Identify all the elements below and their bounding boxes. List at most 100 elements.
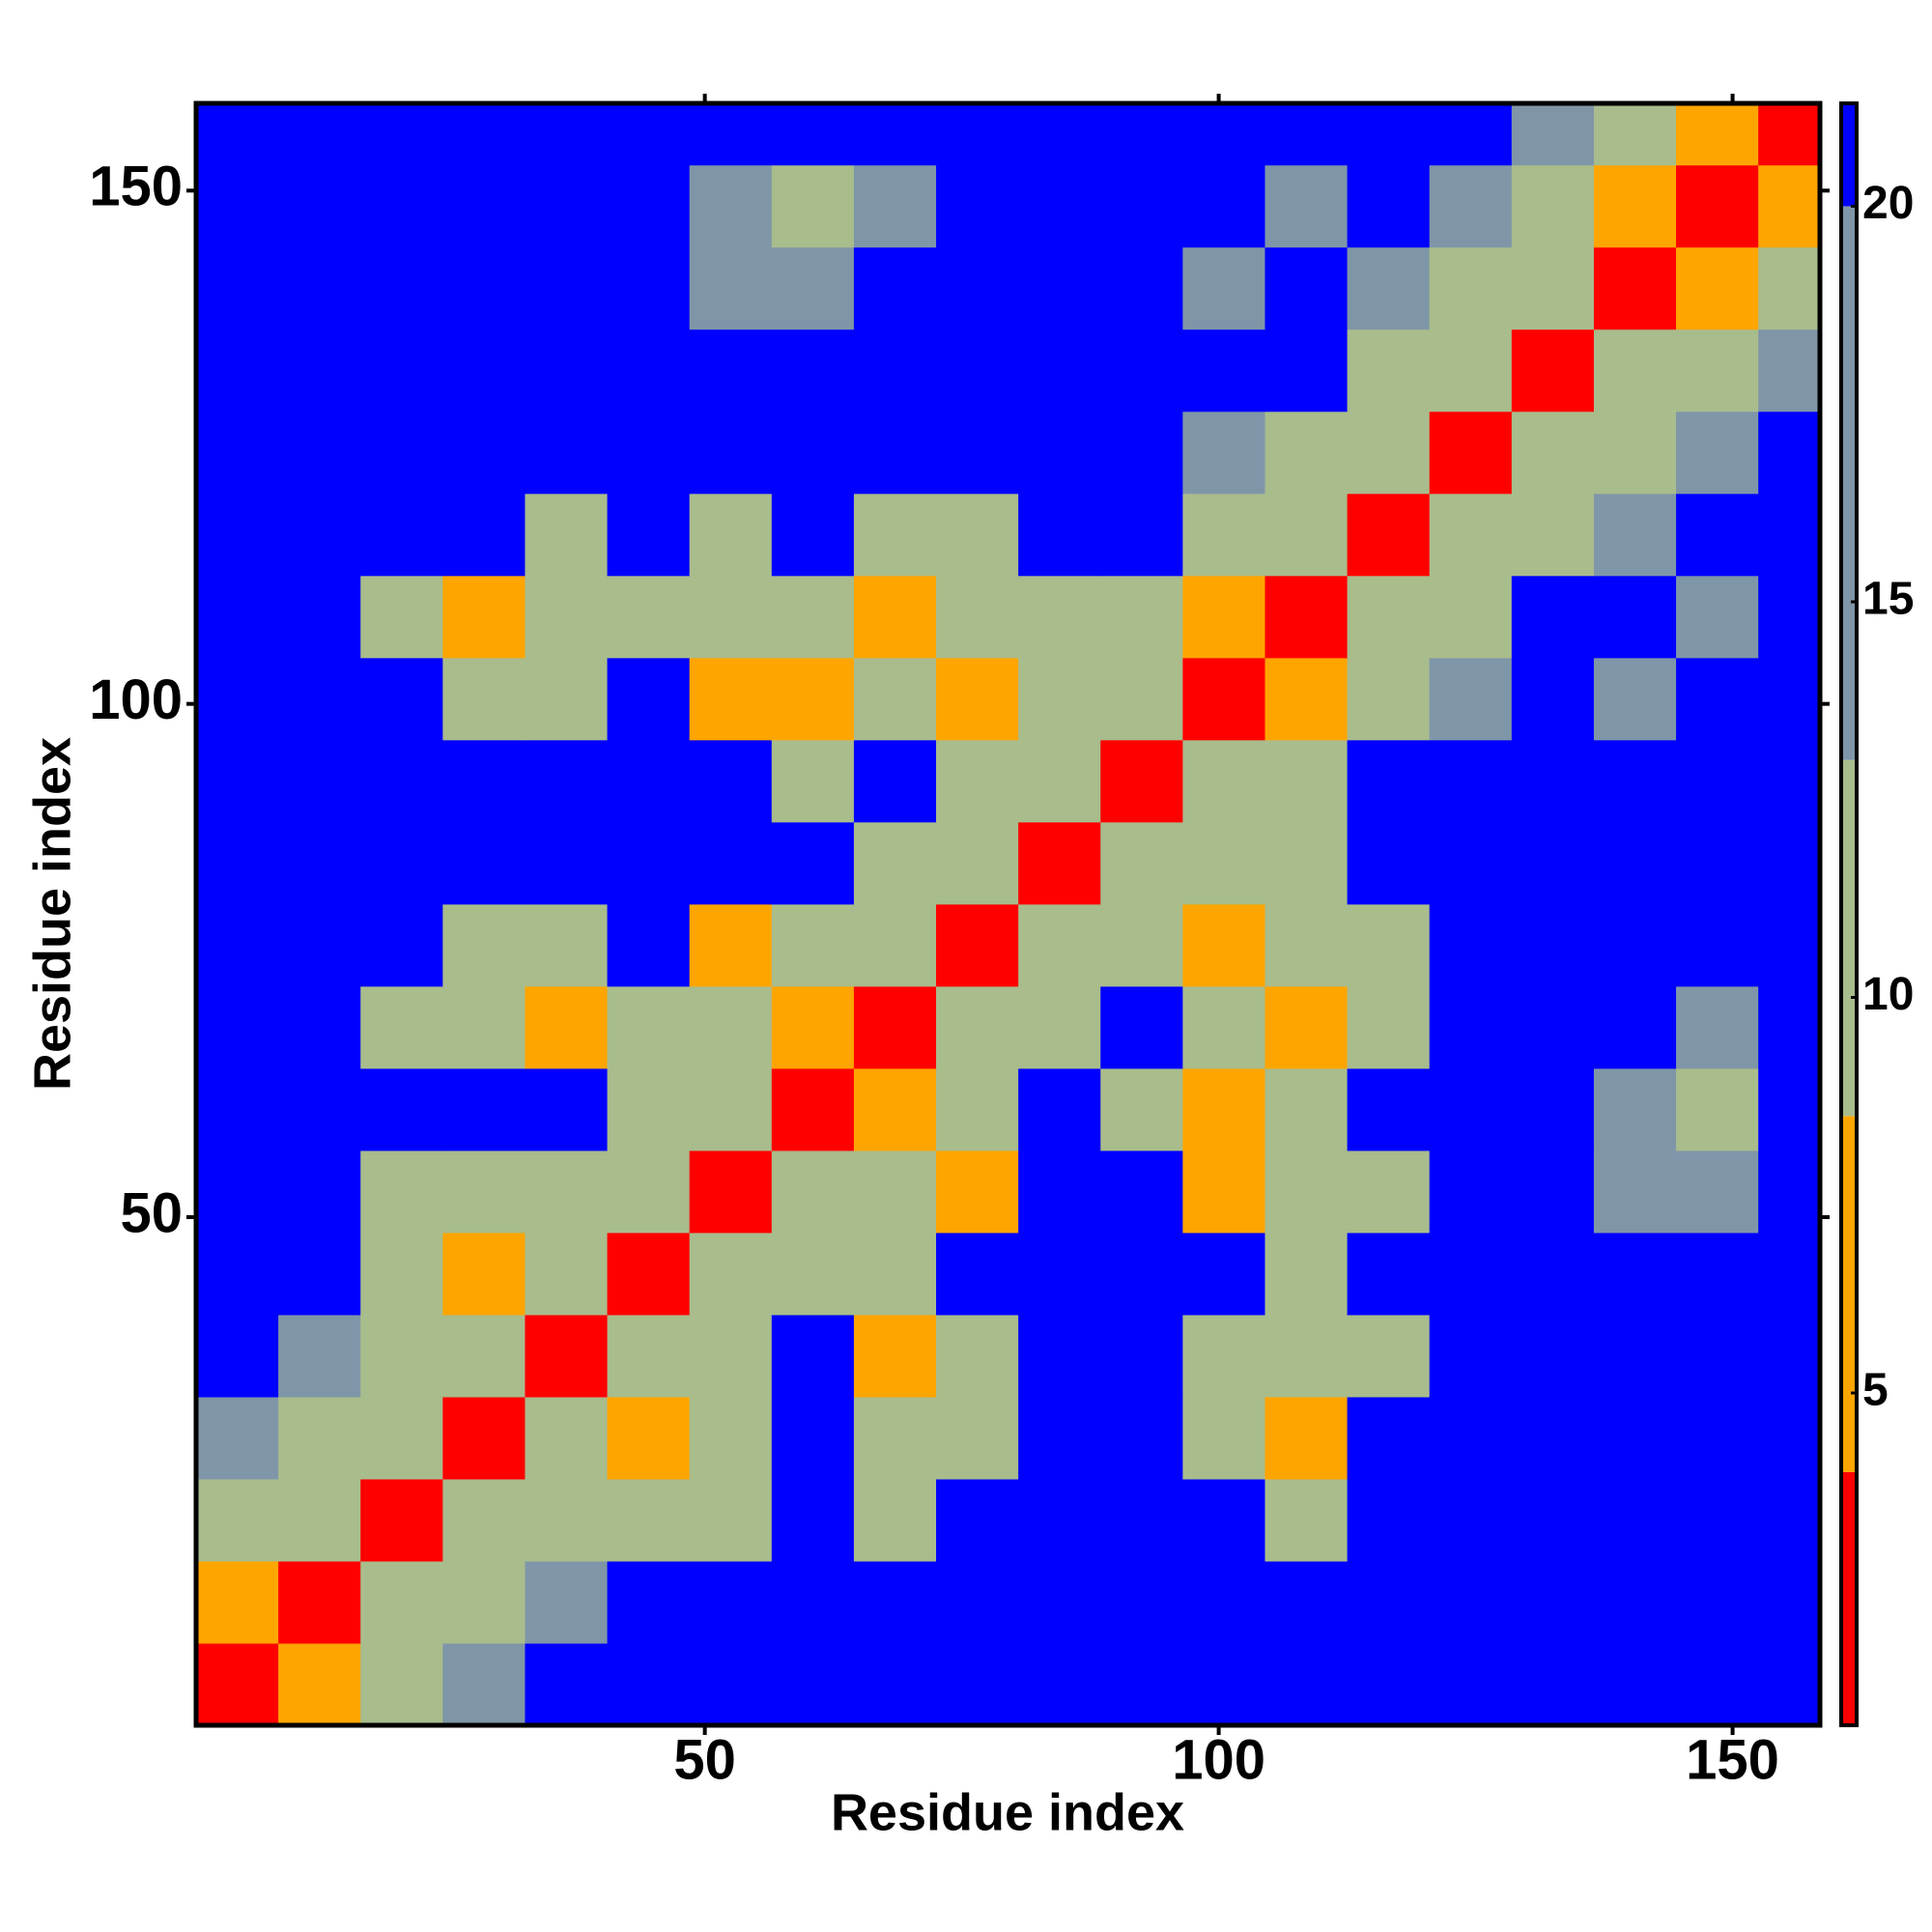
heatmap-cell xyxy=(689,1478,773,1562)
heatmap-cell xyxy=(1018,411,1101,495)
heatmap-cell xyxy=(1429,1232,1513,1316)
heatmap-cell xyxy=(360,903,443,987)
heatmap-cell xyxy=(1511,1314,1595,1398)
heatmap-cell xyxy=(1347,411,1431,495)
heatmap-cell xyxy=(1758,411,1821,495)
heatmap-cell xyxy=(771,103,855,166)
heatmap-cell xyxy=(1100,1150,1183,1234)
heatmap-cell xyxy=(1511,821,1595,905)
heatmap-cell xyxy=(1511,246,1595,330)
heatmap-cell xyxy=(771,1314,855,1398)
heatmap-cell xyxy=(853,103,937,166)
colorbar-tick-label: 15 xyxy=(1862,574,1914,625)
heatmap-cell xyxy=(1429,1314,1513,1398)
heatmap-cell xyxy=(1347,739,1431,823)
heatmap-cell xyxy=(360,1642,443,1726)
heatmap-cell xyxy=(689,246,773,330)
heatmap-cell xyxy=(1758,103,1821,166)
heatmap-cell xyxy=(1429,164,1513,248)
heatmap-cell xyxy=(1347,657,1431,741)
heatmap-cell xyxy=(1182,575,1265,659)
heatmap-cell xyxy=(360,1314,443,1398)
heatmap-cell xyxy=(525,575,609,659)
heatmap-cell xyxy=(360,821,443,905)
x-tick-label: 150 xyxy=(1686,1728,1779,1791)
heatmap-cell xyxy=(1429,411,1513,495)
heatmap-cell xyxy=(278,1067,361,1151)
heatmap-cell xyxy=(1018,1396,1101,1480)
heatmap-cell xyxy=(1264,739,1349,823)
heatmap-cell xyxy=(853,1560,937,1644)
heatmap-cell xyxy=(771,1232,855,1316)
heatmap-cell xyxy=(1593,1232,1677,1316)
heatmap-cell xyxy=(1347,1314,1431,1398)
heatmap-cell xyxy=(1511,1067,1595,1151)
heatmap-cell xyxy=(278,821,361,905)
heatmap-cell xyxy=(525,493,609,577)
heatmap-cell xyxy=(1347,903,1431,987)
heatmap-cell xyxy=(1429,1478,1513,1562)
heatmap-cell xyxy=(1100,739,1183,823)
heatmap-cell xyxy=(1593,164,1677,248)
heatmap-cell xyxy=(1264,985,1349,1069)
heatmap-cell xyxy=(1264,1067,1349,1151)
heatmap-cell xyxy=(689,903,773,987)
heatmap-cell xyxy=(360,657,443,741)
heatmap-cell xyxy=(1593,1396,1677,1480)
heatmap-cell xyxy=(278,246,361,330)
heatmap-cell xyxy=(278,739,361,823)
heatmap-cell xyxy=(607,985,691,1069)
heatmap-cell xyxy=(1511,103,1595,166)
heatmap-cell xyxy=(278,328,361,412)
heatmap-cell xyxy=(196,985,279,1069)
heatmap-cell xyxy=(1511,1232,1595,1316)
heatmap-cell xyxy=(689,103,773,166)
heatmap-cell xyxy=(689,1642,773,1726)
heatmap-cell xyxy=(1676,1478,1759,1562)
heatmap-cell xyxy=(771,493,855,577)
heatmap-cell xyxy=(1100,821,1183,905)
heatmap-cell xyxy=(607,1150,691,1234)
heatmap-cell xyxy=(936,1642,1019,1726)
heatmap-cell xyxy=(360,1150,443,1234)
heatmap-cell xyxy=(1018,1642,1101,1726)
heatmap-cell xyxy=(1347,821,1431,905)
heatmap-cell xyxy=(1100,1642,1183,1726)
heatmap-cell xyxy=(360,739,443,823)
heatmap-cell xyxy=(1018,246,1101,330)
heatmap-cell xyxy=(607,164,691,248)
heatmap-cell xyxy=(1676,985,1759,1069)
heatmap-cell xyxy=(1347,1150,1431,1234)
heatmap-cell xyxy=(1758,1232,1821,1316)
heatmap-cell xyxy=(936,411,1019,495)
heatmap-cell xyxy=(360,411,443,495)
heatmap-cell xyxy=(1264,821,1349,905)
heatmap-cell xyxy=(1676,1314,1759,1398)
heatmap-cell xyxy=(1429,903,1513,987)
heatmap-cell xyxy=(1347,1642,1431,1726)
heatmap-cell xyxy=(1593,411,1677,495)
heatmap-cell xyxy=(442,1478,526,1562)
heatmap-cell xyxy=(771,1150,855,1234)
heatmap-cell xyxy=(936,575,1019,659)
heatmap-cell xyxy=(853,1478,937,1562)
heatmap-cell xyxy=(1676,164,1759,248)
heatmap-cell xyxy=(1676,739,1759,823)
heatmap-cell xyxy=(1511,1642,1595,1726)
heatmap-cell xyxy=(1758,1314,1821,1398)
heatmap-cell xyxy=(853,985,937,1069)
heatmap-cell xyxy=(442,103,526,166)
heatmap-cell xyxy=(689,1560,773,1644)
heatmap-cell xyxy=(771,903,855,987)
heatmap-cell xyxy=(442,657,526,741)
heatmap-cell xyxy=(360,328,443,412)
heatmap-cell xyxy=(525,903,609,987)
heatmap-cell xyxy=(1347,246,1431,330)
heatmap-cell xyxy=(1264,411,1349,495)
heatmap-cell xyxy=(1429,575,1513,659)
heatmap-cell xyxy=(936,246,1019,330)
heatmap-cell xyxy=(1593,985,1677,1069)
heatmap-cell xyxy=(1676,1396,1759,1480)
heatmap-cell xyxy=(1018,1150,1101,1234)
heatmap-cell xyxy=(360,1396,443,1480)
